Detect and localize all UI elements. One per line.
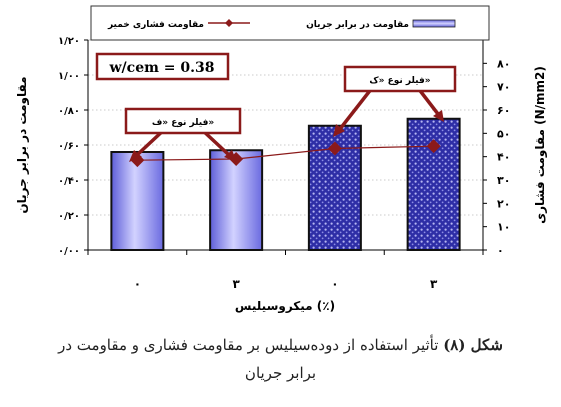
x-axis-title: میکروسیلیس (٪) — [235, 299, 335, 314]
left-axis-title: مقاومت در برابر جریان — [15, 76, 30, 213]
right-tick-label: ۲۰ — [497, 197, 510, 210]
annotation-filler-f: فیلر نوع «ف» — [124, 107, 242, 162]
left-tick-label: ۱/۰۰ — [58, 71, 80, 82]
annotation-filler-k-box — [343, 65, 457, 93]
line-point-marker — [327, 141, 342, 156]
right-tick-label: ۰ — [497, 244, 504, 257]
chart: ۰/۰۰۰/۲۰۰/۴۰۰/۶۰۰/۸۰۱/۰۰۱/۲۰ ۰۱۰۲۰۳۰۴۰۵۰… — [15, 5, 548, 314]
x-category-label: ۰ — [134, 277, 141, 291]
annotation-wcem-text: w/cem = 0.38 — [109, 60, 215, 76]
line-series-path — [137, 145, 434, 161]
annotation-filler-k: فیلر نوع «ک» — [333, 65, 457, 137]
annotation-filler-f-arrowhead-right — [224, 150, 237, 162]
x-category-label: ۳ — [232, 277, 240, 291]
right-tick-label: ۷۰ — [497, 81, 510, 94]
bar — [209, 149, 264, 251]
left-tick-label: ۰/۰۰ — [58, 246, 80, 257]
figure-caption-label: شکل (۸) — [443, 336, 503, 354]
annotation-filler-k-arrow-left — [338, 86, 374, 131]
right-tick-label: ۱۰ — [497, 221, 510, 234]
annotation-filler-k-arrowhead-right — [433, 110, 444, 122]
annotation-filler-k-text: فیلر نوع «ک» — [369, 76, 430, 86]
left-tick-label: ۰/۴۰ — [58, 176, 80, 187]
right-tick-label: ۶۰ — [497, 104, 510, 117]
bars — [110, 117, 461, 251]
right-axis-ticks: ۰ ۱۰ ۲۰ ۳۰ ۴۰ ۵۰ ۶۰ ۷۰ ۸۰ — [483, 57, 510, 257]
annotation-filler-k-arrow-right — [416, 86, 440, 116]
annotation-wcem-box — [95, 52, 230, 81]
annotation-filler-f-text: فیلر نوع «ف» — [152, 118, 215, 128]
left-axis-ticks: ۰/۰۰ ۰/۲۰ ۰/۴۰ ۰/۶۰ ۰/۸۰ ۱/۰۰ ۱/۲۰ — [58, 36, 88, 257]
left-tick-label: ۰/۲۰ — [58, 211, 80, 222]
bar — [406, 117, 461, 251]
legend-bar-swatch — [412, 19, 456, 28]
annotation-filler-f-arrowhead-left — [129, 150, 142, 162]
figure-caption-text: تأثیر استفاده از دوده‌سیلیس بر مقاومت فش… — [58, 336, 444, 354]
annotation-wcem: w/cem = 0.38 — [95, 52, 230, 81]
x-axis-ticks: ۰ ۳ ۰ ۳ — [87, 250, 484, 291]
left-tick-label: ۱/۲۰ — [58, 36, 80, 47]
x-category-label: ۰ — [331, 277, 338, 291]
legend-label-bar: مقاومت در برابر جریان — [306, 20, 409, 30]
line-point-marker — [426, 139, 441, 154]
legend-diamond-marker — [225, 19, 233, 27]
left-tick-label: ۰/۸۰ — [58, 106, 80, 117]
legend-label-line: مقاومت فشاری خمیر — [107, 20, 204, 30]
left-tick-label: ۰/۶۰ — [58, 141, 80, 152]
right-tick-label: ۴۰ — [497, 151, 510, 164]
right-tick-label: ۵۰ — [497, 127, 510, 140]
figure-caption-line2: برابر جریان — [244, 364, 317, 382]
legend: مقاومت در برابر جریان مقاومت فشاری خمیر — [90, 5, 490, 41]
line-series — [130, 139, 441, 168]
x-category-label: ۳ — [430, 277, 438, 291]
annotation-filler-k-arrowhead-left — [333, 124, 345, 137]
figure-caption-line1: شکل (۸) تأثیر استفاده از دوده‌سیلیس بر م… — [0, 336, 561, 354]
bar — [110, 151, 165, 251]
right-tick-label: ۸۰ — [497, 57, 510, 70]
right-tick-label: ۳۰ — [497, 174, 510, 187]
annotation-filler-f-box — [124, 107, 242, 135]
right-axis-title: مقاومت فشاری (N/mm2) — [533, 66, 548, 224]
